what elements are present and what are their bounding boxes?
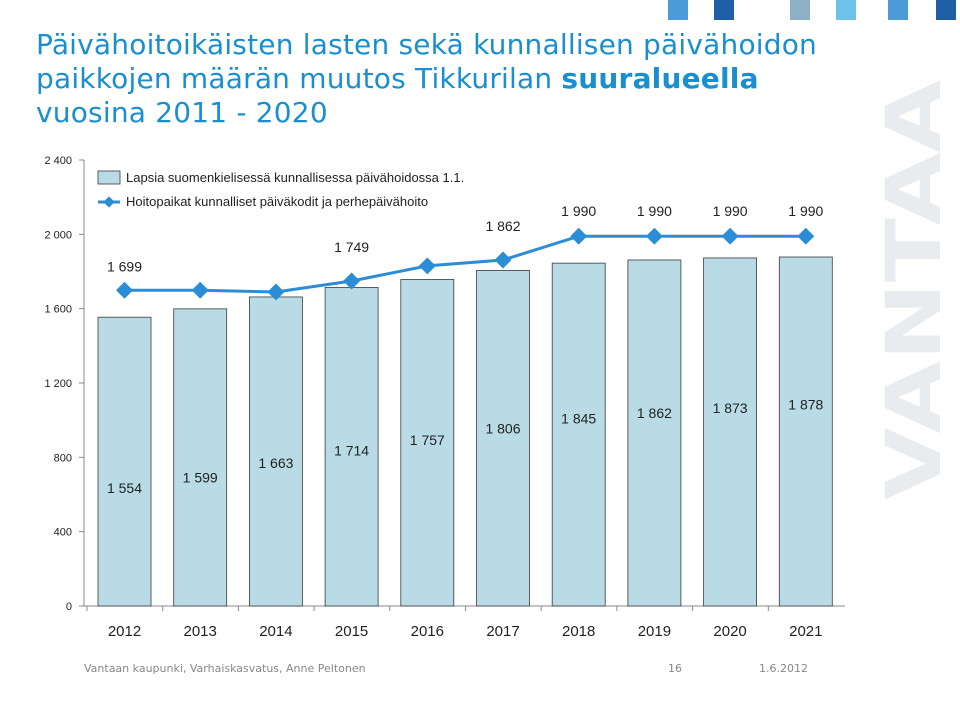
line-data-label: 1 990 <box>637 203 672 219</box>
x-tick-label: 2019 <box>638 623 671 640</box>
line-point <box>343 272 361 290</box>
x-tick-label: 2014 <box>259 623 292 640</box>
line-point <box>191 281 209 299</box>
bar <box>703 257 757 607</box>
accent-square <box>714 0 734 20</box>
bar <box>173 308 228 607</box>
bar <box>97 316 152 607</box>
title-part-2: vuosina 2011 - 2020 <box>36 96 328 129</box>
line-point <box>797 227 815 245</box>
x-tick-label: 2021 <box>789 623 822 640</box>
title-part-1: Päivähoitoikäisten lasten sekä kunnallis… <box>36 28 818 95</box>
bar <box>248 296 303 607</box>
bar <box>324 287 379 607</box>
bar-data-label: 1 599 <box>183 469 218 485</box>
line-data-label: 1 749 <box>334 239 369 255</box>
legend-label-line: Hoitopaikat kunnalliset päiväkodit ja pe… <box>126 194 428 209</box>
legend-marker-line <box>103 196 115 208</box>
title-emphasis: suuralueella <box>561 62 759 95</box>
bar <box>476 269 530 607</box>
bar-data-label: 1 862 <box>637 405 672 421</box>
line-point <box>494 251 512 269</box>
bar <box>400 279 455 607</box>
line-data-label: 1 990 <box>713 203 748 219</box>
legend-swatch-bars <box>97 170 121 185</box>
line-point <box>267 283 285 301</box>
bar-data-label: 1 554 <box>107 480 142 496</box>
x-tick-label: 2020 <box>713 623 746 640</box>
bar-data-label: 1 714 <box>334 443 369 459</box>
footer-page-number: 16 <box>668 662 682 675</box>
y-tick-label: 2 400 <box>44 155 72 167</box>
y-tick-label: 1 200 <box>44 378 72 390</box>
vantaa-wordmark-text: VANTAA <box>869 80 958 500</box>
accent-square <box>936 0 956 20</box>
legend-label-bars: Lapsia suomenkielisessä kunnallisessa pä… <box>126 170 464 185</box>
line-data-label: 1 990 <box>561 203 596 219</box>
bar <box>778 256 833 607</box>
line-series <box>124 234 806 294</box>
line-point <box>570 227 588 245</box>
line-point <box>116 281 133 299</box>
x-tick-label: 2013 <box>184 623 217 640</box>
accent-square <box>888 0 908 20</box>
line-point <box>418 257 436 275</box>
y-tick-label: 2 000 <box>44 229 72 241</box>
footer-source: Vantaan kaupunki, Varhaiskasvatus, Anne … <box>84 662 366 675</box>
y-tick-label: 1 600 <box>44 304 72 316</box>
accent-square <box>790 0 810 20</box>
bar-data-label: 1 757 <box>410 432 445 448</box>
footer-date: 1.6.2012 <box>759 662 808 675</box>
accent-square <box>836 0 856 20</box>
x-tick-label: 2015 <box>335 623 368 640</box>
bar <box>551 262 606 607</box>
x-tick-label: 2017 <box>486 623 519 640</box>
accent-square <box>668 0 688 20</box>
line-point <box>721 227 739 245</box>
y-tick-label: 400 <box>54 527 72 539</box>
y-tick-label: 800 <box>54 452 72 464</box>
y-tick-label: 0 <box>66 601 72 613</box>
bar-data-label: 1 663 <box>258 455 293 471</box>
accent-squares <box>668 0 956 20</box>
x-tick-label: 2018 <box>562 623 595 640</box>
x-tick-label: 2016 <box>411 623 444 640</box>
line-data-label: 1 862 <box>485 218 520 234</box>
x-tick-label: 2012 <box>108 623 141 640</box>
bar <box>627 259 682 607</box>
bar-data-label: 1 873 <box>713 400 748 416</box>
chart: 0 400 800 1 200 1 600 2 000 2 400 2012 1 554 2013… <box>44 155 845 640</box>
slide-title: Päivähoitoikäisten lasten sekä kunnallis… <box>36 28 836 130</box>
line-point <box>645 227 663 245</box>
bar-data-label: 1 806 <box>485 420 520 436</box>
bar-data-label: 1 878 <box>788 397 823 413</box>
line-data-label: 1 699 <box>107 258 142 274</box>
bar-data-label: 1 845 <box>561 411 596 427</box>
line-data-label: 1 990 <box>788 203 823 219</box>
